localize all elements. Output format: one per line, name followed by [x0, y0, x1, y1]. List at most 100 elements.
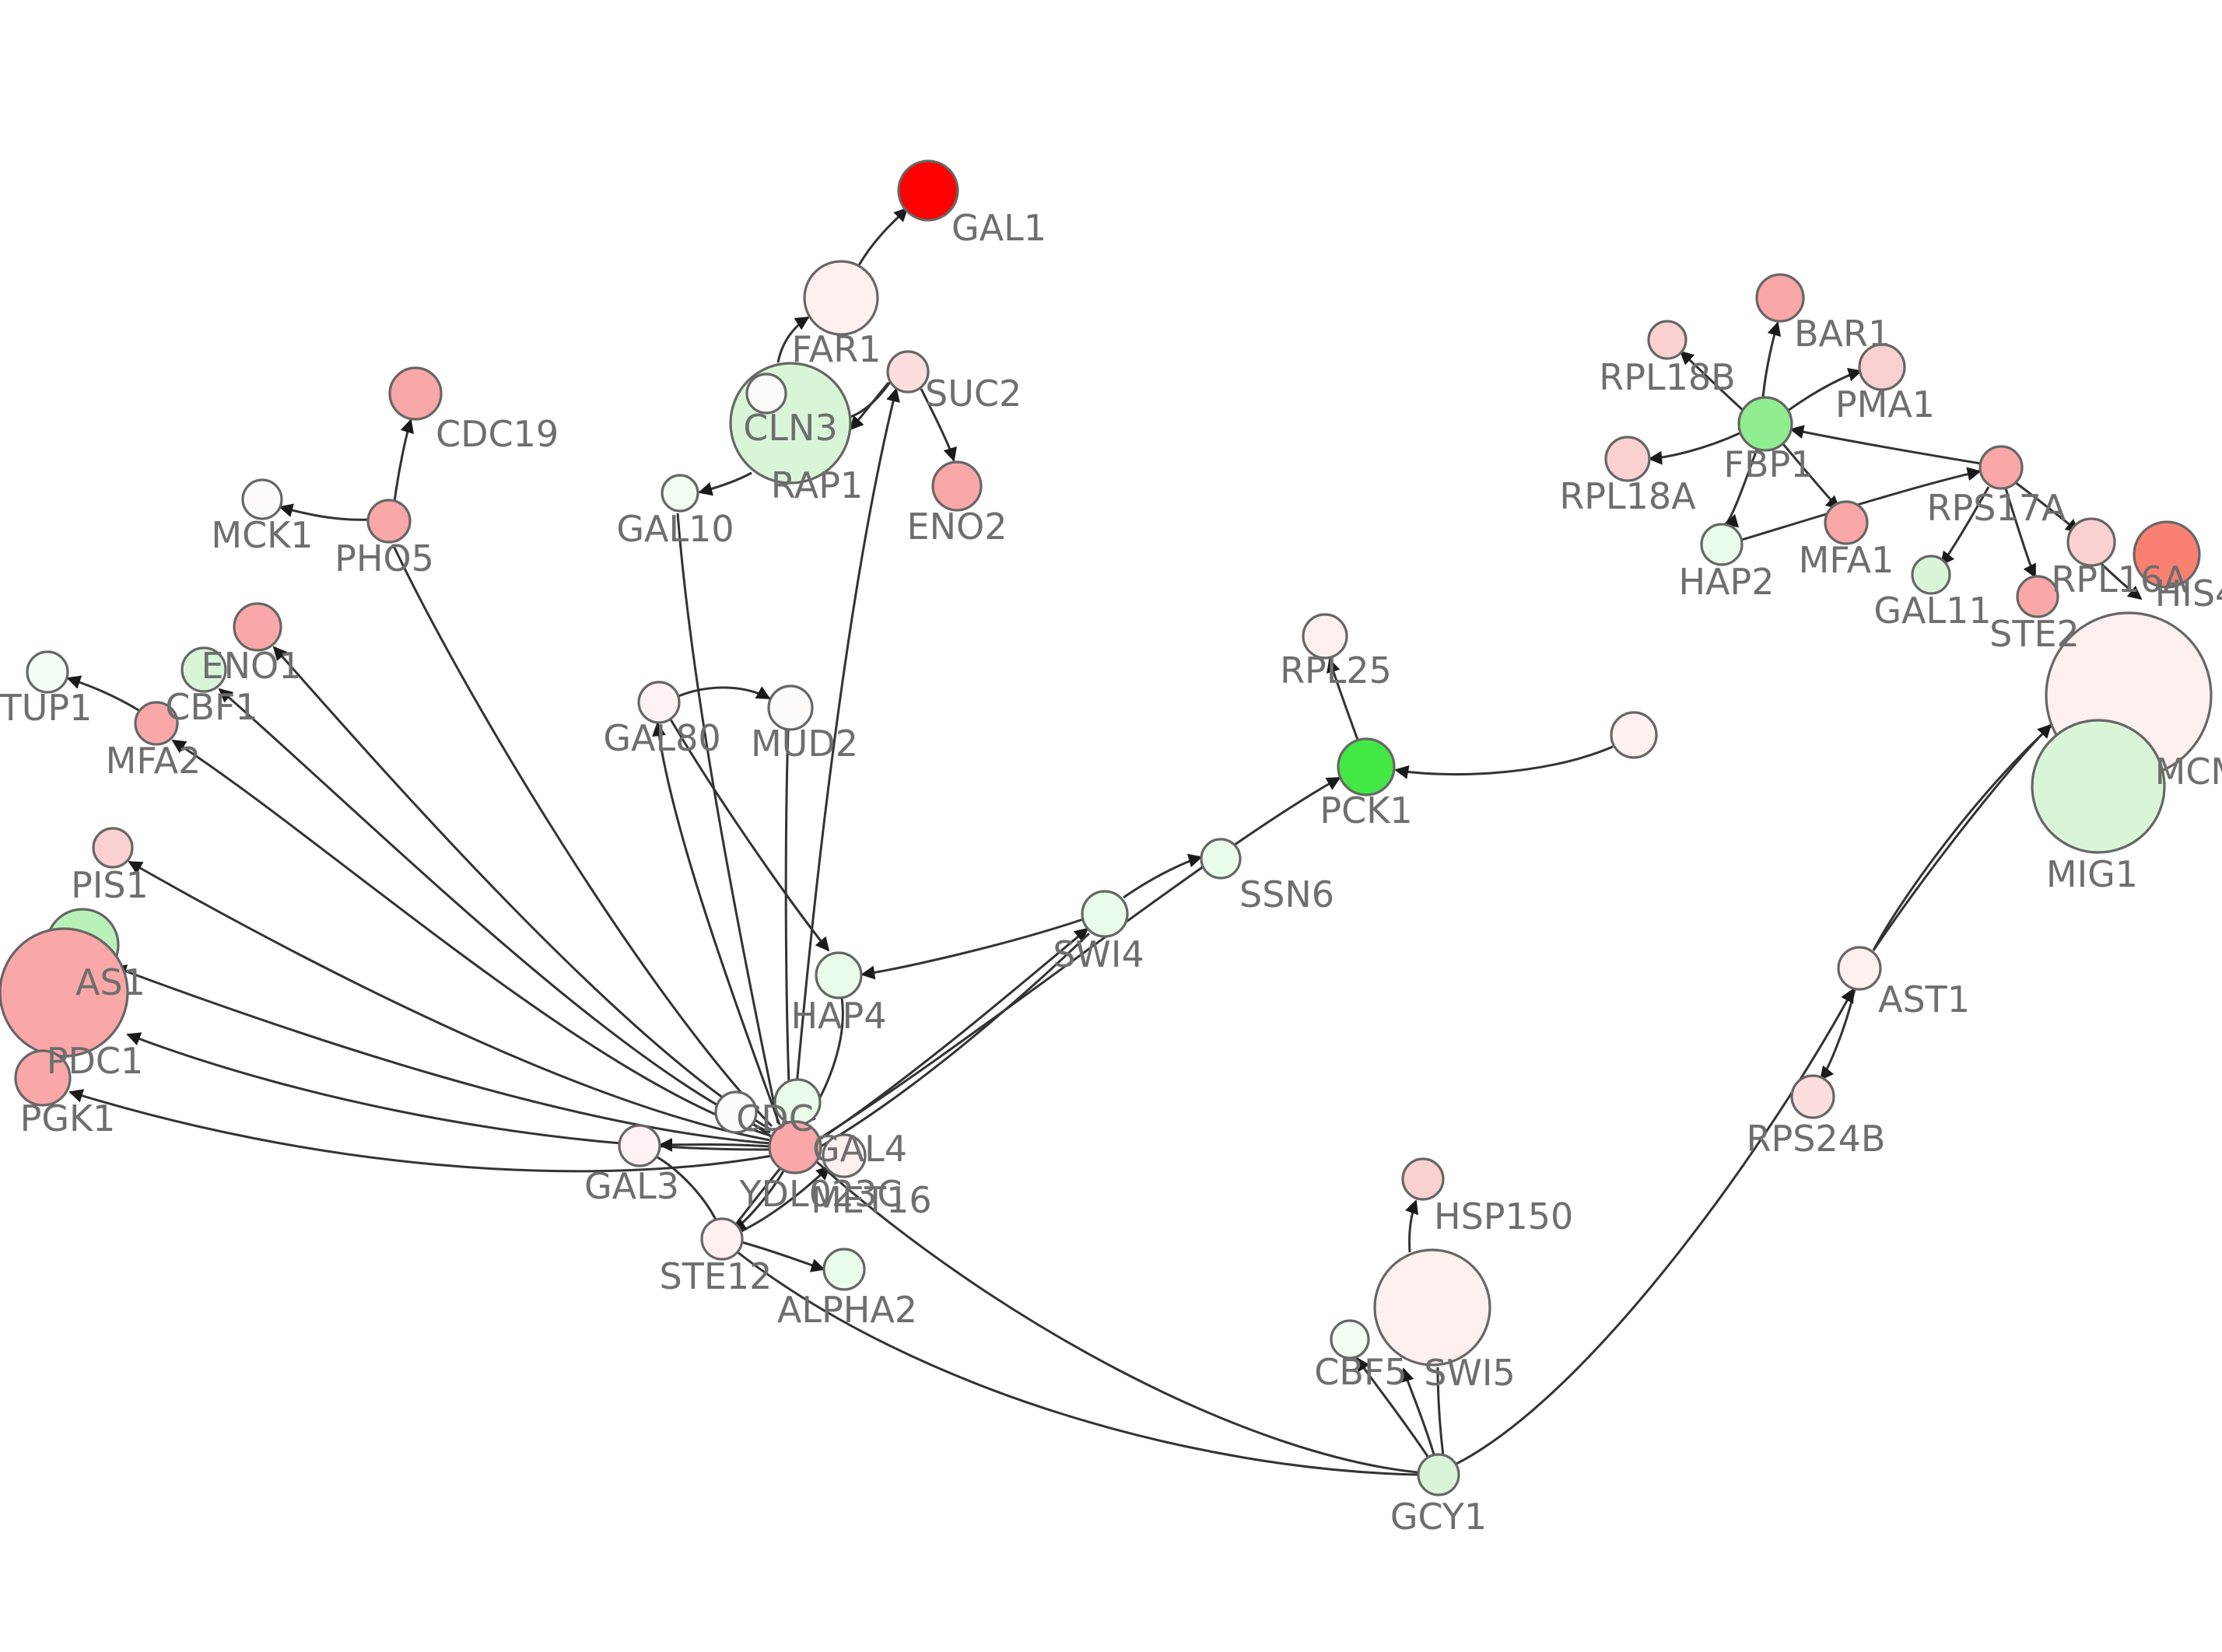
gene-label-PMA1: PMA1 — [1835, 383, 1935, 425]
gene-node-STE2[interactable] — [2016, 575, 2059, 618]
gene-node-CDC[interactable] — [714, 1090, 758, 1134]
gene-node-ALPHA2[interactable] — [822, 1248, 866, 1291]
gene-label-MUD2: MUD2 — [751, 723, 858, 765]
gene-label-PHO5: PHO5 — [335, 537, 434, 579]
gene-label-HAP4: HAP4 — [790, 995, 886, 1037]
edge-MFA2-to-TUP1 — [66, 675, 139, 712]
edge-CLN3-to-FAR1 — [776, 316, 810, 363]
gene-label-HIS4: HIS4 — [2155, 572, 2222, 614]
gene-node-RPS17A[interactable] — [1978, 445, 2024, 490]
gene-node-MET16_node[interactable] — [822, 1133, 867, 1178]
gene-node-MFA1[interactable] — [1824, 500, 1869, 545]
gene-node-RPL16A[interactable] — [2066, 517, 2116, 567]
gene-label-GAL10: GAL10 — [616, 508, 734, 550]
gene-node-MFA2[interactable] — [134, 701, 179, 746]
gene-node-SWI5[interactable] — [1373, 1248, 1491, 1367]
edge-GAL4-to-PHO5 — [391, 544, 773, 1128]
gene-node-RPL18B[interactable] — [1647, 320, 1688, 360]
gene-node-RPS24B[interactable] — [1790, 1074, 1835, 1119]
edge-GCY1-to-SWI5 — [1400, 1367, 1435, 1455]
gene-node-SUC2[interactable] — [886, 350, 930, 394]
gene-label-TUP1: TUP1 — [0, 687, 92, 729]
gene-label-AS1: AS1 — [75, 961, 145, 1003]
gene-node-SSN6[interactable] — [1200, 838, 1242, 880]
edge-GAL4-to-SWI4b — [820, 932, 1091, 1148]
gene-label-CDC: CDC — [736, 1097, 814, 1139]
node-layer — [0, 159, 2213, 1496]
gene-node-CLN3_inner[interactable] — [745, 373, 787, 415]
gene-label-HSP150: HSP150 — [1434, 1195, 1573, 1237]
edge-GAL4-to-AS1 — [112, 964, 771, 1145]
gene-node-CBF1[interactable] — [180, 646, 227, 693]
gene-label-CLN3: CLN3 — [743, 407, 837, 449]
edge-SUC2-to-CLN3 — [849, 382, 890, 431]
edge-PHO5-to-CDC19_node — [393, 418, 414, 502]
gene-node-ENO2[interactable] — [931, 460, 983, 512]
edge-CLN3-to-GAL10 — [698, 471, 752, 496]
gene-node-GAL10[interactable] — [661, 474, 699, 513]
gene-node-AST1[interactable] — [1837, 946, 1882, 991]
gene-node-PDC1[interactable] — [0, 927, 129, 1058]
gene-label-SSN6: SSN6 — [1239, 873, 1334, 915]
gene-node-CDC19_node[interactable] — [388, 366, 443, 421]
gene-node-PHO5[interactable] — [366, 499, 412, 544]
gene-node-SWI4[interactable] — [1081, 890, 1129, 938]
gene-label-MFA2: MFA2 — [106, 740, 202, 782]
edge-GAL4-to-GAL80 — [652, 722, 781, 1125]
edge-GAL4-to-GAL3 — [658, 1137, 771, 1152]
gene-node-GAL3[interactable] — [618, 1124, 661, 1167]
gene-node-STE12[interactable] — [700, 1217, 744, 1261]
edge-SWI4-to-SSN6 — [1123, 853, 1203, 899]
gene-node-MIG1[interactable] — [2031, 719, 2166, 854]
gene-label-CBF5: CBF5 — [1314, 1351, 1407, 1393]
gene-node-RPL18A[interactable] — [1604, 436, 1651, 482]
edge-SUC2-to-ENO2 — [920, 388, 957, 462]
gene-node-HAP2[interactable] — [1700, 523, 1744, 566]
edge-AST1-to-MCM1 — [1872, 723, 2052, 951]
gene-node-PIS1[interactable] — [92, 827, 134, 869]
gene-node-FBP1[interactable] — [1737, 396, 1793, 452]
edge-GCY1-to-AST1 — [1456, 988, 1855, 1465]
gene-node-RPL25[interactable] — [1302, 613, 1348, 660]
edge-SWI4-to-HAP4 — [860, 918, 1084, 980]
gene-label-PCK1: PCK1 — [1320, 789, 1412, 831]
gene-node-TUP1[interactable] — [26, 650, 69, 694]
gene-node-GAL80[interactable] — [637, 681, 681, 724]
gene-node-AST1_up[interactable] — [1610, 711, 1658, 759]
edge-HAP2-to-RPS17A — [1741, 467, 1982, 541]
gene-node-PGK1[interactable] — [14, 1049, 72, 1107]
gene-node-MUD2[interactable] — [767, 684, 814, 731]
edge-STE12-to-GCY1 — [737, 1251, 1418, 1476]
edge-GCY1-to-SWI5b — [1436, 1367, 1445, 1457]
edge-FBP1-to-BAR1 — [1761, 321, 1782, 398]
gene-label-SWI5: SWI5 — [1424, 1352, 1516, 1394]
gene-node-FAR1[interactable] — [803, 260, 879, 336]
gene-label-GCY1: GCY1 — [1390, 1496, 1487, 1538]
gene-node-GAL1[interactable] — [897, 159, 959, 222]
gene-node-HAP4[interactable] — [815, 951, 863, 999]
gene-label-RPL18B: RPL18B — [1599, 356, 1735, 398]
gene-node-PCK1[interactable] — [1337, 737, 1396, 796]
edge-layer — [66, 207, 2143, 1476]
edge-STE12-to-MET16_node — [739, 1165, 831, 1234]
gene-node-PMA1[interactable] — [1858, 343, 1906, 391]
gene-label-GAL4: GAL4 — [812, 1128, 907, 1170]
gene-node-HIS4[interactable] — [2133, 520, 2201, 589]
gene-node-ENO1[interactable] — [233, 602, 282, 652]
gene-node-BAR1[interactable] — [1755, 273, 1805, 323]
gene-label-RPL16A: RPL16A — [2051, 558, 2188, 600]
gene-label-ALPHA2: ALPHA2 — [777, 1289, 917, 1331]
gene-label-FBP1: FBP1 — [1723, 443, 1813, 485]
edge-FBP1-to-PMA1 — [1787, 367, 1863, 412]
gene-label-STE2: STE2 — [1989, 613, 2080, 655]
gene-node-GAL11[interactable] — [1911, 555, 1951, 595]
edge-GAL4-to-ENO1 — [272, 646, 771, 1131]
edge-FAR1-to-GAL1 — [857, 207, 909, 266]
gene-node-GAL4[interactable] — [768, 1120, 822, 1174]
gene-node-GCY1[interactable] — [1417, 1453, 1460, 1496]
gene-label-MFA1: MFA1 — [1799, 539, 1894, 581]
gene-node-MCK1[interactable] — [241, 478, 283, 520]
gene-node-HSP150[interactable] — [1401, 1157, 1445, 1201]
gene-node-CBF5[interactable] — [1330, 1319, 1370, 1360]
